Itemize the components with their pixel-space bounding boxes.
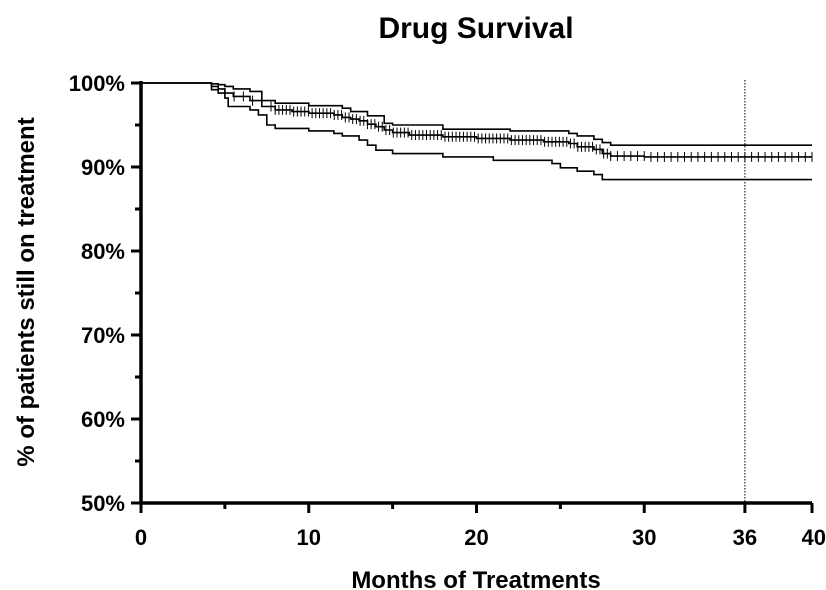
x-axis-label: Months of Treatments	[351, 567, 600, 590]
y-tick-label: 70%	[81, 323, 125, 348]
plot-area: 50% 60% 70% 80% 90% 100% 0 10 20 30 36 40	[69, 71, 826, 550]
x-tick-label: 0	[135, 525, 147, 550]
x-tick-label: 10	[297, 525, 321, 550]
estimate-curve	[141, 82, 812, 158]
chart-title: Drug Survival	[378, 12, 573, 45]
x-tick-label: 30	[632, 525, 656, 550]
x-tick-label: 40	[802, 525, 826, 550]
y-axis-label: % of patients still on treatment	[13, 117, 40, 466]
y-tick-label: 80%	[81, 239, 125, 264]
y-tick-label: 50%	[81, 491, 125, 516]
upper-ci-curve	[141, 82, 812, 146]
y-tick-label: 60%	[81, 407, 125, 432]
x-tick-label: 36	[733, 525, 757, 550]
x-tick-label: 20	[464, 525, 488, 550]
lower-ci-curve	[141, 82, 812, 181]
y-tick-label: 100%	[69, 71, 125, 96]
y-tick-label: 90%	[81, 155, 125, 180]
